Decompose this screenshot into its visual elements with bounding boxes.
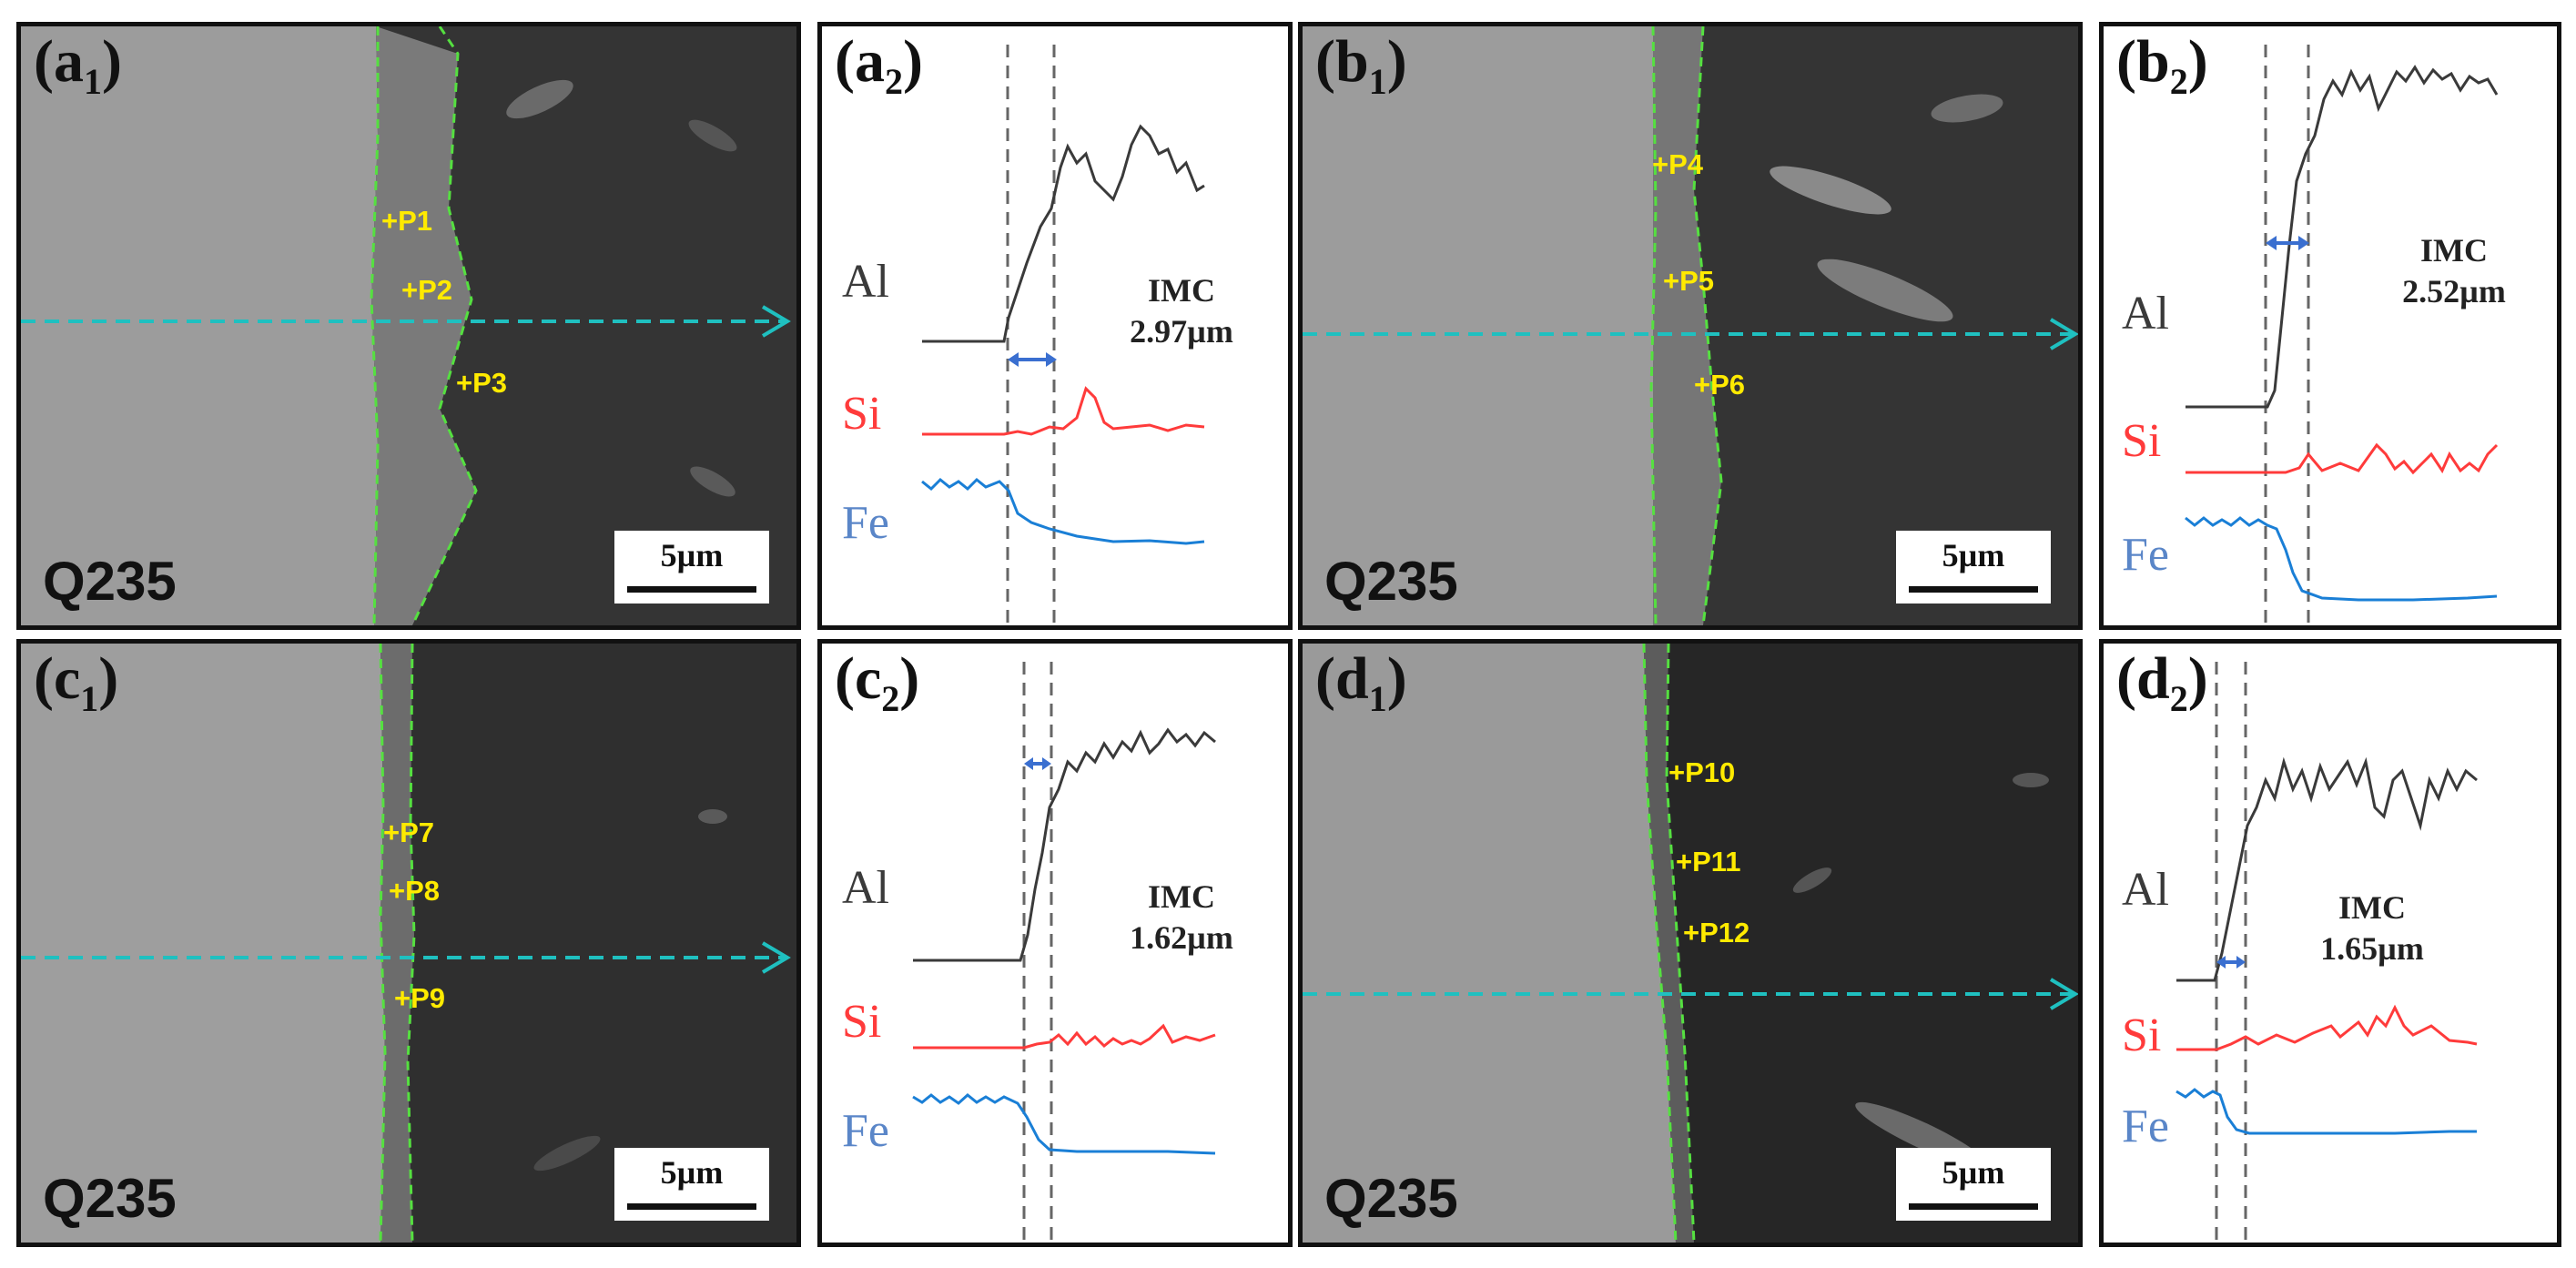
element-label-fe: Fe (842, 497, 889, 549)
point-marker: +P12 (1683, 917, 1750, 948)
scale-bar: 5µm (614, 1148, 769, 1221)
line-scan-profiles (912, 662, 1216, 1243)
line-scan-profiles (2185, 45, 2499, 625)
point-marker: +P1 (381, 205, 433, 237)
fe-profile (921, 477, 1205, 545)
si-profile (2176, 1004, 2478, 1051)
imc-thickness-label: IMC 2.52µm (2402, 232, 2506, 309)
element-label-fe: Fe (2122, 1101, 2169, 1152)
panel-label: (b1) (1315, 28, 1407, 102)
panel-label: (a2) (835, 28, 923, 102)
point-marker: +P9 (394, 982, 446, 1014)
fe-profile (2185, 516, 2498, 602)
point-marker: +P8 (389, 875, 441, 907)
fe-profile (2175, 1088, 2477, 1135)
imc-thickness-label: IMC 1.62µm (1130, 878, 1233, 956)
point-marker: +P5 (1663, 265, 1715, 297)
panel-d2-line-scan: (d2) Al Si Fe IMC 1.65µm (2099, 639, 2561, 1247)
panel-c2-line-scan: (c2) Al Si Fe IMC 1.62µm (817, 639, 1293, 1247)
material-label: Q235 (43, 551, 177, 612)
panel-a2-line-scan: (a2) Al Si Fe IMC 2.97µm (817, 22, 1293, 630)
al-profile (2176, 756, 2478, 982)
panel-b1-sem-image: (b1) +P4 +P5 +P6 Q235 5µm (1298, 22, 2083, 630)
element-label-fe: Fe (2122, 529, 2169, 581)
si-profile (922, 386, 1205, 436)
sem-micrograph (21, 644, 796, 1243)
material-label: Q235 (43, 1168, 177, 1229)
scale-bar: 5µm (1896, 531, 2051, 604)
point-marker: +P7 (383, 817, 435, 848)
al-profile (913, 727, 1216, 962)
panel-b2-line-scan: (b2) Al Si Fe IMC 2.52µm (2099, 22, 2561, 630)
element-label-fe: Fe (842, 1105, 889, 1157)
sem-micrograph (1303, 644, 2078, 1243)
imc-thickness-label: IMC 1.65µm (2320, 889, 2424, 967)
al-profile (922, 124, 1205, 343)
point-marker: +P2 (401, 274, 453, 306)
si-profile (2186, 442, 2499, 475)
line-scan-profiles (2175, 662, 2478, 1243)
point-marker: +P3 (456, 367, 508, 399)
element-label-si: Si (842, 996, 882, 1048)
imc-thickness-label: IMC 2.97µm (1130, 272, 1233, 350)
element-label-al: Al (2122, 288, 2169, 340)
panel-label: (b2) (2116, 28, 2208, 102)
point-marker: +P6 (1694, 369, 1746, 401)
line-scan-profiles (921, 45, 1205, 625)
panel-d1-sem-image: (d1) +P10 +P11 +P12 Q235 5µm (1298, 639, 2083, 1247)
panel-label: (d1) (1315, 645, 1407, 719)
element-label-al: Al (2122, 864, 2169, 916)
sem-micrograph (21, 26, 796, 625)
element-label-si: Si (2122, 415, 2162, 467)
point-marker: +P10 (1668, 756, 1736, 788)
scale-bar: 5µm (1896, 1148, 2051, 1221)
panel-label: (a1) (34, 28, 122, 102)
element-label-si: Si (842, 388, 882, 440)
element-label-al: Al (842, 256, 889, 308)
element-label-si: Si (2122, 1009, 2162, 1061)
panel-c1-sem-image: (c1) +P7 +P8 +P9 Q235 5µm (16, 639, 801, 1247)
material-label: Q235 (1324, 1168, 1458, 1229)
si-profile (913, 1023, 1216, 1050)
panel-label: (d2) (2116, 645, 2208, 719)
sem-micrograph (1303, 26, 2078, 625)
point-marker: +P11 (1676, 846, 1741, 877)
al-profile (2186, 65, 2499, 409)
panel-label: (c1) (34, 645, 119, 719)
element-label-al: Al (842, 862, 889, 914)
panel-label: (c2) (835, 645, 920, 719)
material-label: Q235 (1324, 551, 1458, 612)
panel-a1-sem-image: (a1) +P1 +P2 +P3 Q235 5µm (16, 22, 801, 630)
scale-bar: 5µm (614, 531, 769, 604)
point-marker: +P4 (1652, 148, 1704, 180)
fe-profile (912, 1093, 1216, 1155)
